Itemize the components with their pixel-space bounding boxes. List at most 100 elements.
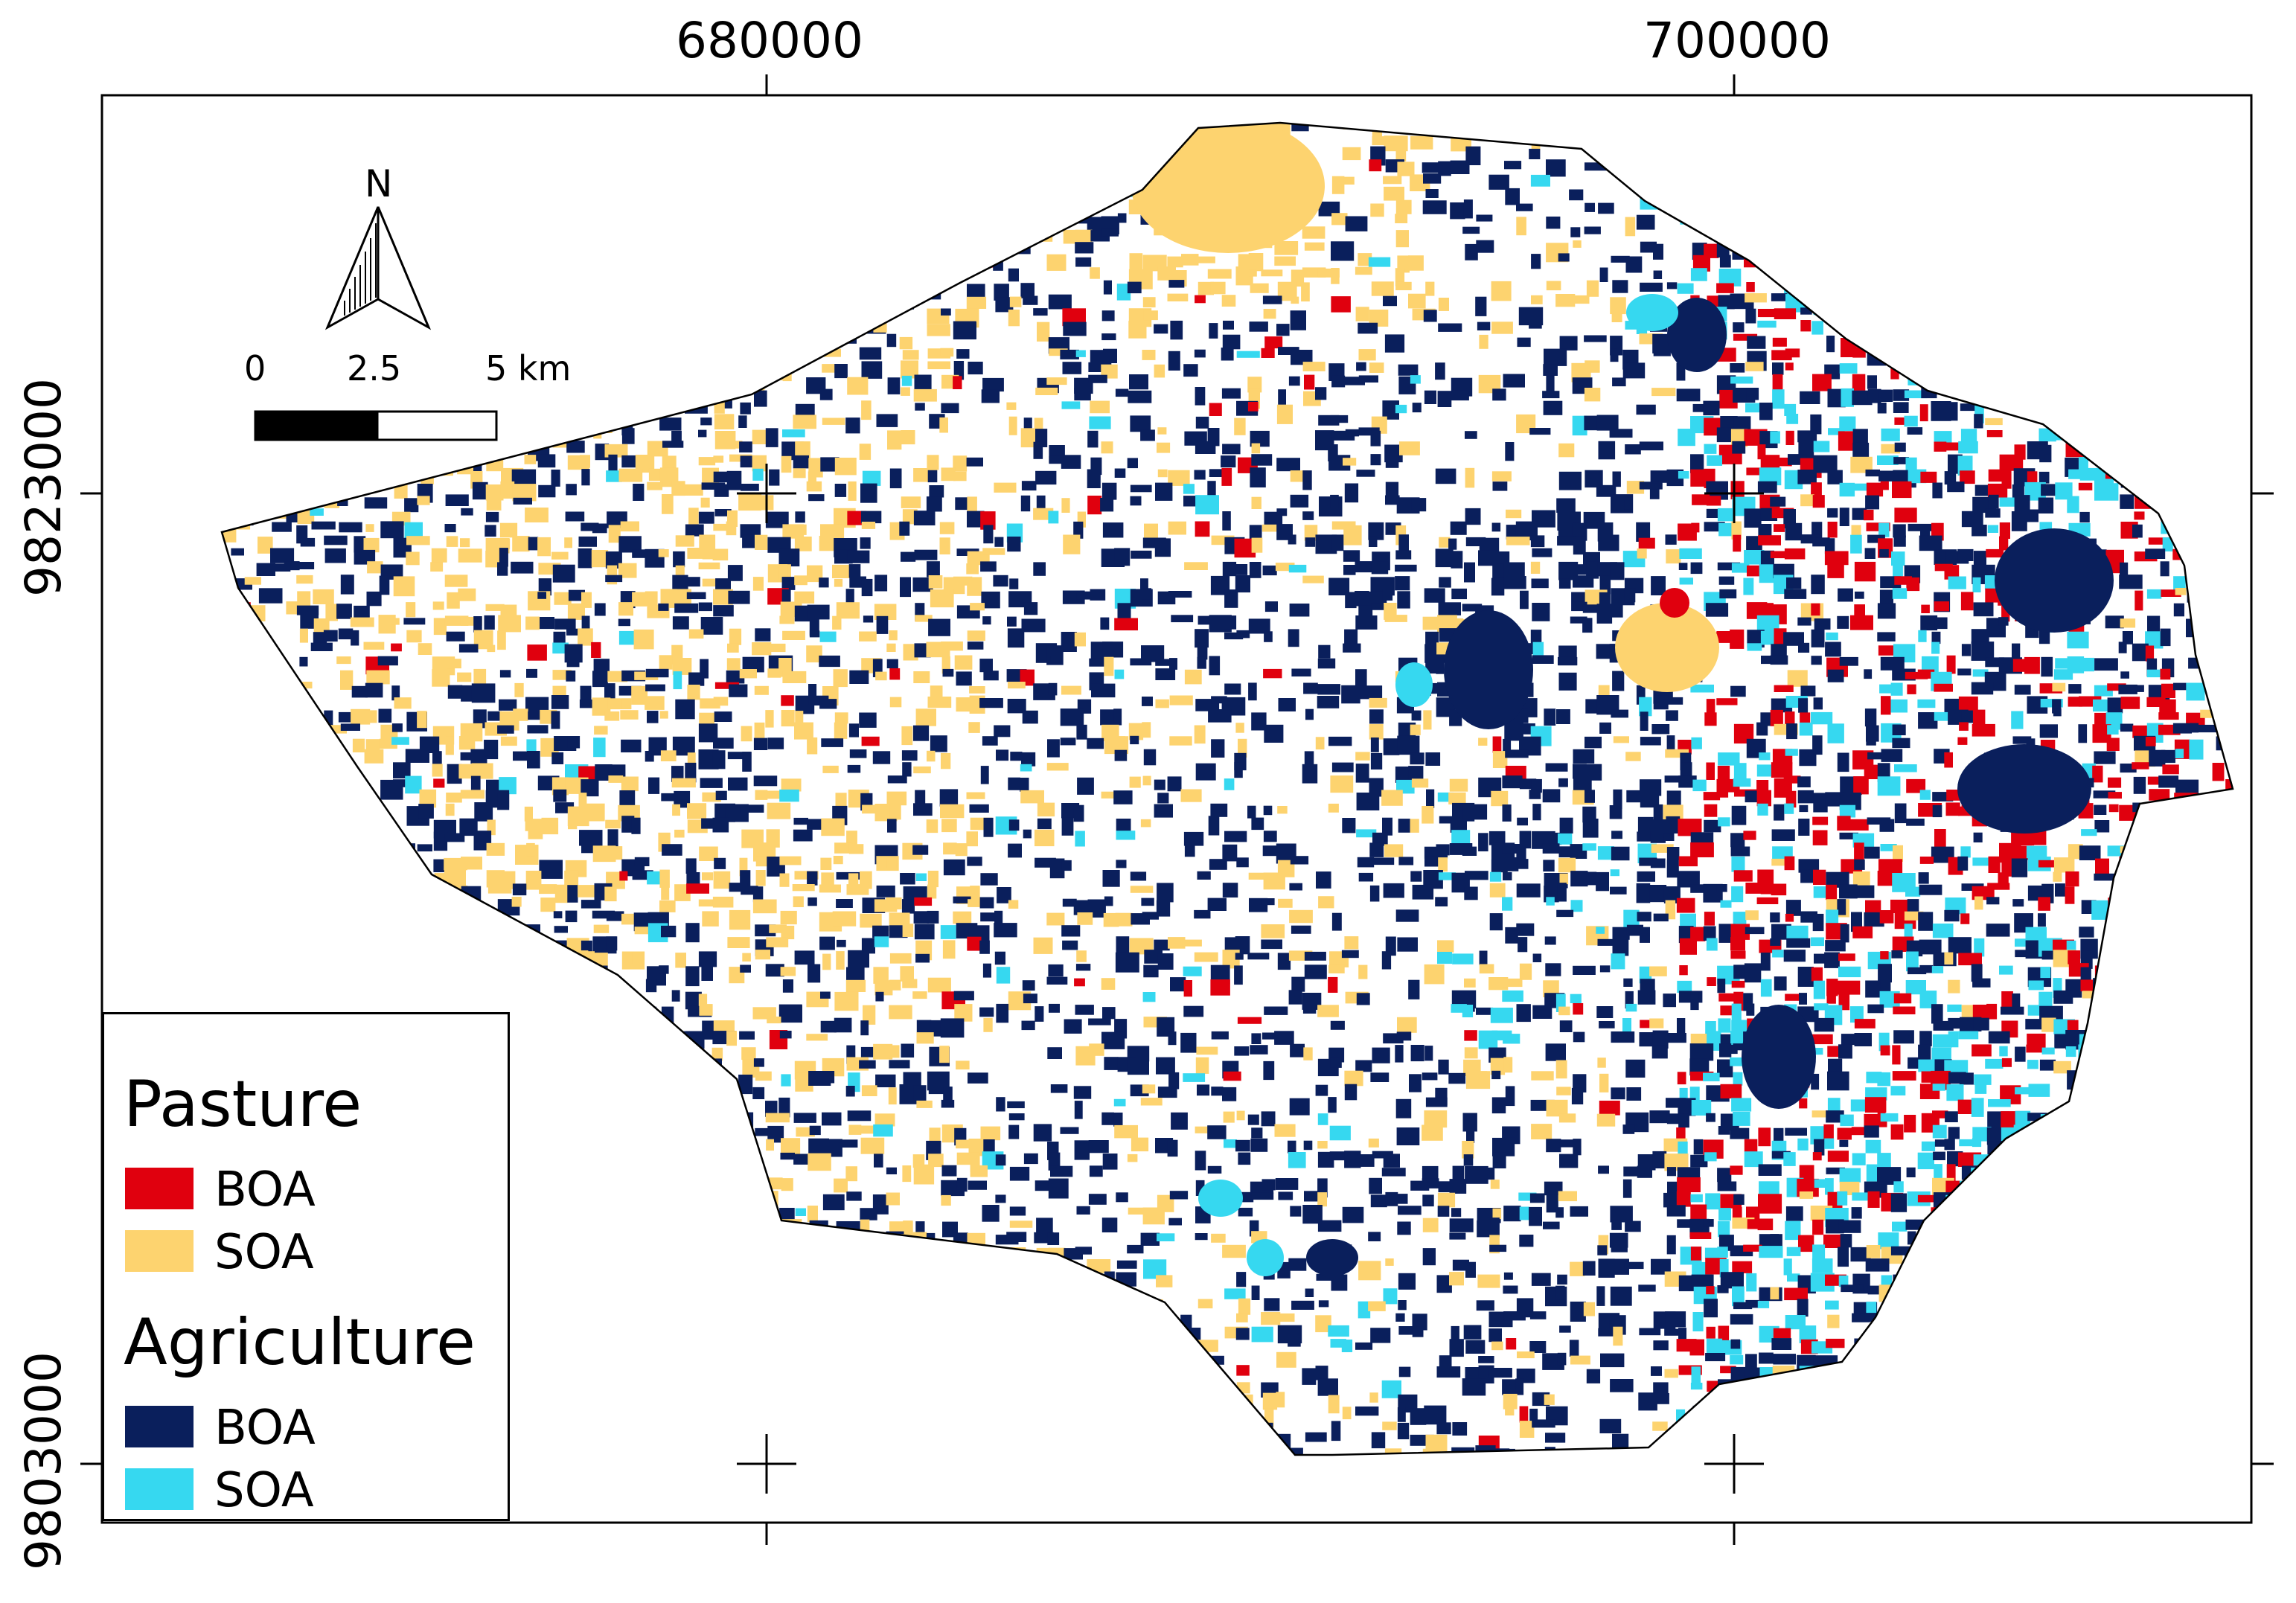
land-use-pixel [487,819,496,836]
land-use-pixel [619,333,643,346]
land-use-pixel [296,953,316,963]
land-use-pixel [2078,657,2094,672]
land-use-pixel [1489,913,1503,931]
land-use-pixel [1703,792,1721,801]
land-use-pixel [661,883,670,900]
land-use-pixel [1075,1005,1094,1015]
land-use-pixel [1651,1045,1668,1059]
land-use-pixel [1919,964,1934,973]
land-use-pixel [260,938,274,956]
land-use-pixel [1194,470,1206,480]
land-use-pixel [1825,641,1841,657]
land-use-pixel [340,199,351,218]
land-use-pixel [1800,146,1817,153]
land-use-pixel [1637,990,1656,1005]
land-use-pixel [1544,832,1562,845]
land-use-pixel [1423,310,1437,322]
land-use-pixel [1477,1071,1487,1085]
land-use-pixel [714,484,729,497]
land-use-pixel [1399,441,1420,455]
land-use-pixel [528,830,543,839]
land-use-pixel [1733,912,1747,925]
land-use-pixel [246,900,265,919]
land-use-pixel [2080,402,2097,413]
land-use-pixel [1961,511,1983,528]
land-use-pixel [433,927,446,937]
land-use-pixel [1854,308,1864,328]
land-use-pixel [2025,351,2044,365]
land-use-pixel [1585,162,1608,171]
land-use-pixel [2147,284,2158,299]
land-use-pixel [394,334,403,343]
land-use-pixel [2173,682,2190,691]
land-use-pixel [1800,281,1813,296]
land-use-pixel [834,1139,858,1148]
land-use-pixel [2187,363,2208,380]
land-use-pixel [2175,749,2184,758]
land-use-pixel [1905,214,1926,231]
land-use-pixel [1625,256,1643,273]
land-use-pixel [1224,615,1237,630]
land-use-pixel [1864,228,1876,249]
land-use-pixel [568,173,579,182]
land-use-pixel [1328,803,1339,813]
land-use-pixel [579,830,603,846]
land-use-pixel [1424,390,1436,404]
land-use-pixel [886,643,896,652]
land-use-pixel [1395,1098,1412,1119]
land-use-pixel [1048,682,1058,696]
land-use-pixel [2229,243,2233,257]
land-use-pixel [566,628,586,636]
land-use-pixel [913,803,933,816]
land-use-pixel [1811,711,1833,725]
land-use-pixel [1770,709,1783,726]
land-use-pixel [1931,966,1944,973]
land-use-pixel [1451,830,1471,846]
land-use-pixel [2173,266,2196,284]
land-use-pixel [1076,591,1097,600]
land-use-pixel [1653,913,1669,922]
land-use-pixel [1917,228,1937,237]
land-use-pixel [833,253,848,267]
land-use-pixel [1585,699,1597,714]
land-use-pixel [715,176,726,191]
land-use-pixel [1104,896,1113,906]
land-use-pixel [1412,884,1434,900]
land-use-pixel [1451,588,1467,600]
land-use-pixel [1877,403,1887,414]
land-use-pixel [1278,698,1296,711]
land-use-pixel [671,1084,688,1099]
land-use-pixel [618,563,637,578]
land-use-pixel [595,965,608,978]
land-use-pixel [1850,456,1873,473]
land-use-pixel [1008,777,1020,790]
land-use-pixel [551,310,570,321]
land-use-pixel [514,992,524,1005]
land-use-pixel [967,936,982,951]
land-use-pixel [337,498,348,506]
land-use-pixel [1584,335,1607,342]
land-use-pixel [1007,699,1026,714]
land-use-pixel [608,174,627,185]
land-use-pixel [1462,123,1482,133]
land-use-pixel [2065,1046,2076,1058]
land-use-pixel [646,1045,665,1055]
land-use-pixel [1247,805,1256,819]
land-use-pixel [1544,936,1556,945]
land-use-pixel [875,991,884,1002]
land-use-pixel [674,147,683,161]
land-use-pixel [1101,228,1119,237]
land-use-pixel [222,455,235,470]
land-use-pixel [1651,576,1666,595]
land-use-pixel [2052,682,2066,692]
land-use-pixel [1210,803,1228,817]
land-use-pixel [351,150,366,168]
land-use-pixel [2134,161,2146,169]
land-use-pixel [1532,1005,1552,1019]
land-use-pixel [1677,1072,1686,1085]
land-use-pixel [1355,764,1369,783]
land-use-pixel [1544,348,1567,366]
land-use-pixel [2079,269,2102,283]
land-use-pixel [2199,831,2215,847]
land-use-pixel [1302,511,1314,520]
